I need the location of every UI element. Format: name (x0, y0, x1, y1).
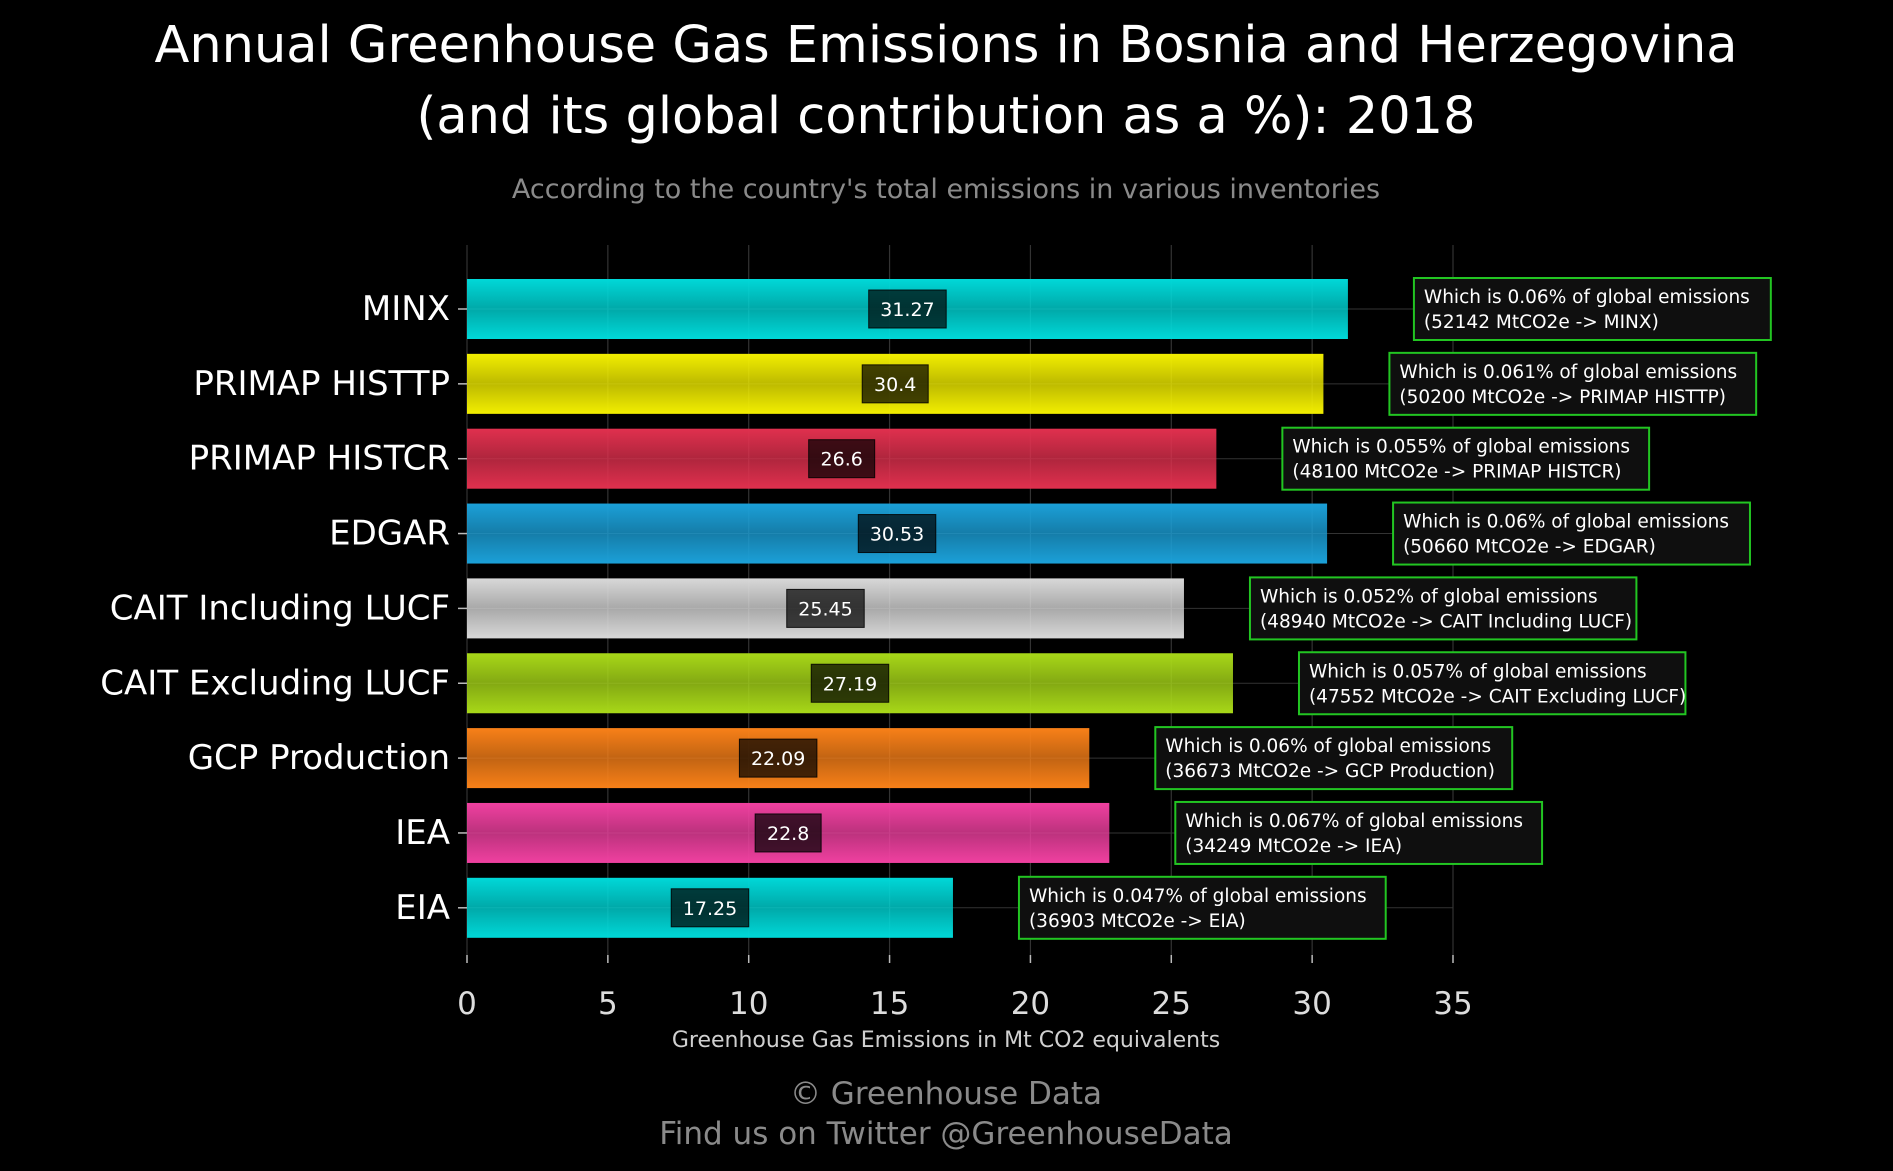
annotation-box (1174, 800, 1544, 865)
value-label-box (810, 663, 890, 703)
chart-title-line1: Annual Greenhouse Gas Emissions in Bosni… (154, 16, 1737, 75)
category-label: GCP Production (188, 738, 450, 778)
x-tick-label: 35 (1433, 986, 1472, 1022)
value-label: 27.19 (823, 673, 877, 695)
x-axis-ticks: 0 5 10 15 20 25 30 35 (457, 955, 1473, 1022)
category-label: PRIMAP HISTCR (189, 439, 450, 479)
annotation-line1: Which is 0.06% of global emissions (1403, 512, 1729, 533)
value-label-box (786, 588, 865, 628)
annotation-box (1412, 277, 1772, 341)
chart-title-line2: (and its global contribution as a %): 20… (416, 87, 1475, 146)
annotation-line1: Which is 0.061% of global emissions (1399, 362, 1737, 383)
annotations: Which is 0.06% of global emissions (52142… (1017, 277, 1772, 940)
value-label-box (808, 439, 876, 479)
category-labels: MINX PRIMAP HISTTP PRIMAP HISTCR EDGAR CAIT … (100, 289, 467, 928)
annotation-line2: (50200 MtCO2e -> PRIMAP HISTTP) (1399, 387, 1726, 408)
value-label-box (754, 813, 822, 853)
x-tick-label: 20 (1011, 986, 1050, 1022)
annotation-box (1248, 576, 1638, 641)
annotation-line2: (34249 MtCO2e -> IEA) (1185, 836, 1402, 857)
annotation-box (1017, 875, 1387, 940)
x-tick-label: 10 (729, 986, 768, 1022)
value-label-box (861, 364, 929, 404)
annotation-line1: Which is 0.055% of global emissions (1292, 437, 1630, 458)
x-tick-label: 30 (1292, 986, 1331, 1022)
annotation-box (1281, 426, 1651, 491)
category-label: MINX (362, 289, 450, 329)
connectors (952, 306, 1414, 911)
annotation-line1: Which is 0.067% of global emissions (1185, 811, 1523, 832)
value-label: 22.09 (751, 748, 805, 770)
annotation-line1: Which is 0.052% of global emissions (1260, 586, 1598, 607)
annotation-line2: (36673 MtCO2e -> GCP Production) (1165, 761, 1495, 782)
footer-twitter: Find us on Twitter @GreenhouseData (659, 1116, 1233, 1152)
value-label: 25.45 (798, 598, 852, 620)
value-label: 30.53 (870, 524, 924, 546)
value-label: 26.6 (821, 449, 863, 471)
value-label-box (670, 888, 750, 928)
category-label: EDGAR (329, 514, 450, 554)
annotation-line2: (36903 MtCO2e -> EIA) (1029, 911, 1246, 932)
value-label: 17.25 (683, 898, 737, 920)
category-label: CAIT Excluding LUCF (100, 663, 450, 703)
value-label-box (738, 738, 818, 778)
x-tick-label: 0 (457, 986, 477, 1022)
annotation-line1: Which is 0.06% of global emissions (1165, 736, 1491, 757)
annotation-line1: Which is 0.047% of global emissions (1029, 886, 1367, 907)
value-label: 31.27 (880, 299, 934, 321)
annotation-box (1392, 501, 1751, 566)
annotation-line1: Which is 0.06% of global emissions (1424, 287, 1750, 308)
category-label: IEA (395, 813, 450, 853)
x-tick-label: 15 (870, 986, 909, 1022)
annotation-box (1154, 726, 1514, 791)
annotation-line1: Which is 0.057% of global emissions (1309, 661, 1647, 682)
annotation-line2: (48940 MtCO2e -> CAIT Including LUCF) (1260, 611, 1632, 632)
x-axis-label: Greenhouse Gas Emissions in Mt CO2 equiv… (672, 1028, 1220, 1053)
annotation-line2: (48100 MtCO2e -> PRIMAP HISTCR) (1292, 462, 1621, 483)
category-label: CAIT Including LUCF (110, 588, 450, 628)
footer-copyright: © Greenhouse Data (790, 1076, 1102, 1112)
annotation-box (1388, 351, 1758, 416)
annotation-line2: (52142 MtCO2e -> MINX) (1424, 312, 1659, 333)
x-tick-label: 5 (598, 986, 618, 1022)
category-label: PRIMAP HISTTP (193, 364, 450, 404)
value-label: 30.4 (874, 374, 916, 396)
annotation-box (1297, 651, 1687, 716)
annotation-line2: (50660 MtCO2e -> EDGAR) (1403, 537, 1656, 558)
value-label-box (868, 289, 947, 329)
annotation-line2: (47552 MtCO2e -> CAIT Excluding LUCF) (1309, 686, 1686, 707)
value-label-box (857, 514, 937, 554)
bars: 31.27 30.4 26.6 30.53 25.45 27.19 22.09 22.8 17.… (467, 279, 1348, 938)
x-tick-label: 25 (1152, 986, 1191, 1022)
chart-subtitle: According to the country's total emissio… (512, 174, 1380, 205)
value-label: 22.8 (767, 823, 809, 845)
category-label: EIA (395, 888, 450, 928)
